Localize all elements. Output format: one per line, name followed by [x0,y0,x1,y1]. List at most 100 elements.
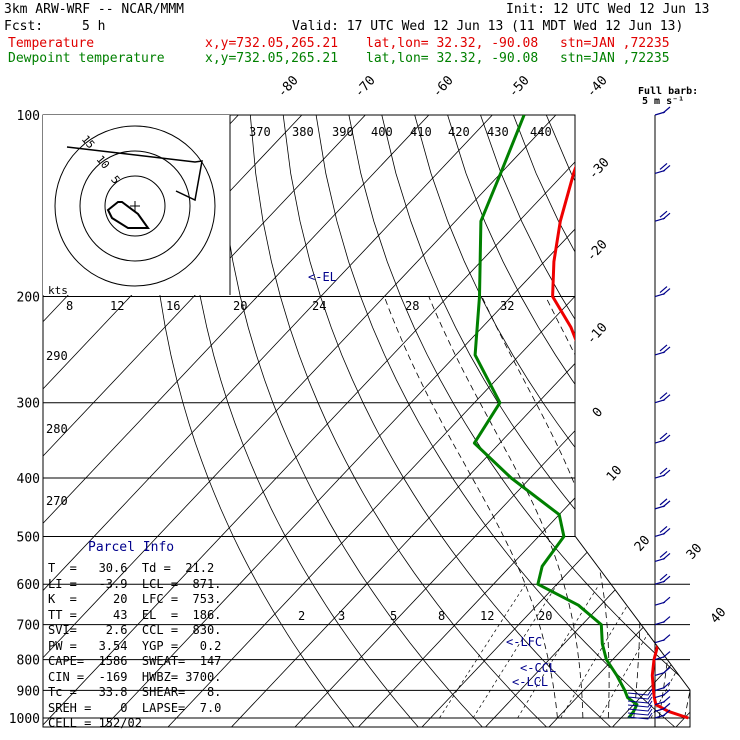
parcel-info-row: CAPE= 1586 SWEAT= 147 [48,654,222,668]
parcel-info-row: LI = -3.9 LCL = 871. [48,576,222,591]
moist-adiabat [545,296,641,719]
level-marker: <-LCL [512,675,548,689]
isotherm-line [43,115,456,727]
dewpoint-stn: stn=JAN ,72235 [560,51,670,66]
wind-barb [654,651,671,661]
hodograph-speed-label: 28 [405,299,419,313]
parcel-info-row: K = 20 LFC = 753. [48,592,222,606]
isotherm-line [608,115,690,727]
dewpoint-profile [472,115,639,719]
isotherm-label: -70 [352,73,379,100]
mixing-ratio-label: 20 [538,609,552,623]
wind-barb [654,467,671,479]
dry-adiabat [217,115,487,727]
wind-barb [654,526,671,538]
mixing-ratio-label: 8 [438,609,445,623]
wind-barb [654,596,671,606]
hodograph-ring-label: 15 [79,133,97,152]
dry-adiabat [315,115,680,727]
hodograph-ring [79,150,191,262]
wind-barb [654,702,671,712]
parcel-info-row: PW = 3.54 YGP = 0.2 [48,638,222,653]
pressure-label: 400 [17,472,40,487]
dry-adiabat [249,115,551,727]
theta-label: 380 [292,125,314,139]
wind-barb [654,432,671,444]
wind-barb [654,392,671,404]
dry-adiabat [381,115,690,727]
temperature-xy: x,y=732.05,265.21 [205,36,339,51]
moist-adiabat [620,296,678,719]
wind-barb-cluster [627,696,653,704]
barb-legend-line1: Full barb: [638,86,698,97]
wind-barb [654,634,671,644]
isotherm-line [164,115,690,727]
parcel-info-title: Parcel Info [88,540,175,555]
fcst-label: Fcst: [4,19,44,34]
wind-barb-cluster [627,688,653,696]
pressure-label: 300 [17,397,40,412]
theta-label: 370 [249,125,271,139]
isotherm-line [227,115,690,727]
pressure-label: 600 [17,578,40,593]
hodograph-speed-label: 24 [312,299,326,313]
wind-barb [654,210,671,222]
parcel-info-row: T = 30.6 Td = 21.2 [48,561,215,575]
dewpoint-xy: x,y=732.05,265.21 [205,51,339,66]
wind-barb [654,286,671,298]
dry-adiabat [677,115,690,727]
isotherm-line [43,115,392,727]
dry-adiabat [513,115,690,727]
wind-barb [654,681,671,691]
mixing-ratio-label: 12 [480,609,494,623]
hodograph-unit: kts [48,284,68,297]
mixing-ratio-label: 3 [338,609,345,623]
wind-barb-cluster [627,700,653,708]
valid-time: Valid: 17 UTC Wed 12 Jun 13 (11 MDT Wed … [292,19,684,34]
parcel-info-row: Tc = 33.8 SHEAR= 8. [48,685,222,699]
parcel-info-row: TT = 43 EL = 186. [48,607,222,622]
isotherm-line [736,87,740,730]
isotherm-line [43,115,583,727]
wind-barb [654,689,671,699]
isotherm-label: -60 [430,73,457,100]
mixing-ratio-line [517,584,600,719]
theta-label: 440 [530,125,552,139]
moist-adiabat [481,296,610,719]
isotherm-label: -50 [506,73,533,100]
hodograph-lower-trace [106,201,150,229]
isotherm-label: 10 [604,463,626,485]
moist-adiabat [383,296,558,719]
dewpoint-latlon: lat,lon= 32.32, -90.08 [366,51,539,66]
dry-adiabat-label: 280 [46,422,68,436]
level-marker: <-LFC [506,635,542,649]
temperature-profile [551,115,689,720]
pressure-label: 1000 [9,712,40,727]
hodograph-speed-label: 20 [233,299,247,313]
wind-barb-cluster [627,712,653,720]
isotherm-label: 30 [684,541,706,563]
level-marker: <-EL [308,270,337,284]
isotherm-label: -10 [584,320,611,347]
fcst-value: 5 h [82,19,106,34]
isotherm-label: -20 [584,237,611,264]
mixing-ratio-label: 5 [390,609,397,623]
isotherm-line [672,115,690,727]
isotherm-label: -80 [275,73,302,100]
dry-adiabat [414,115,690,727]
dry-adiabat-label: 290 [46,349,68,363]
parcel-info-panel: T = 30.6 Td = 21.2 LI = -3.9 LCL = 871. K … [48,561,221,732]
parcel-info-row: CELL = 152/02 [48,716,142,730]
mixing-ratio-line [439,584,526,719]
isotherm-label: -30 [586,155,613,182]
hodograph-upper-trace [66,146,203,202]
wind-barb-cluster [627,692,653,700]
isotherm-label: 20 [632,533,654,555]
isotherm-label: 40 [708,605,730,627]
dry-adiabat [184,115,422,727]
hodograph-speed-label: 16 [166,299,180,313]
isotherm-label: 0 [590,405,606,421]
moist-adiabat [684,296,690,719]
wind-barb [654,573,671,585]
